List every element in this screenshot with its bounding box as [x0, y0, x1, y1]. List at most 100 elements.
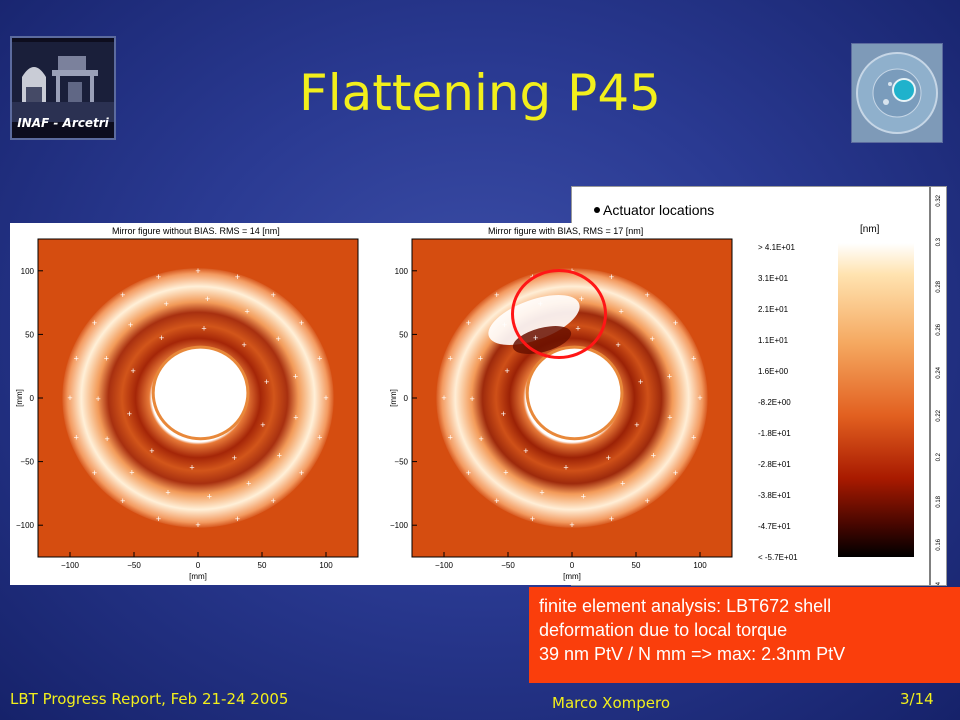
actuator-marker: +: [466, 318, 471, 328]
side-tick-label: 0.18: [936, 495, 942, 507]
central-hole-right: [525, 345, 624, 441]
actuator-marker: +: [105, 434, 110, 444]
caption-box: finite element analysis: LBT672 shell de…: [529, 587, 960, 683]
highlight-circle: [511, 269, 607, 359]
actuator-marker: +: [479, 434, 484, 444]
actuator-marker: +: [563, 463, 568, 473]
colorbar-tick-label: 1.6E+00: [758, 367, 789, 376]
colorbar-tick-label: -4.7E+01: [758, 522, 791, 531]
actuator-marker: +: [235, 272, 240, 282]
y-axis-label: [mm]: [389, 389, 398, 407]
caption-line-1: finite element analysis: LBT672 shell: [539, 596, 832, 616]
actuator-marker: +: [448, 432, 453, 442]
actuator-marker: +: [207, 492, 212, 502]
actuator-marker: +: [441, 393, 446, 403]
actuator-marker: +: [120, 496, 125, 506]
plots-svg: + + + + + + + + + + + + + + + + + + + + + + + + + + + + + + + + + + + + + + + +…: [15, 238, 733, 581]
actuator-marker: +: [609, 272, 614, 282]
actuator-marker: +: [104, 354, 109, 364]
x-tick-label: 100: [319, 561, 333, 570]
actuator-marker: +: [494, 290, 499, 300]
central-hole-left: [151, 345, 250, 441]
y-tick-label: 50: [399, 330, 408, 339]
actuator-marker: +: [156, 272, 161, 282]
actuator-marker: +: [271, 290, 276, 300]
actuator-marker: +: [235, 514, 240, 524]
actuator-marker: +: [156, 514, 161, 524]
actuator-marker: +: [650, 334, 655, 344]
actuator-marker: +: [606, 453, 611, 463]
actuator-marker: +: [195, 520, 200, 530]
actuator-marker: +: [293, 413, 298, 423]
actuator-marker: +: [131, 366, 136, 376]
x-tick-label: 0: [570, 561, 575, 570]
actuator-marker: +: [691, 432, 696, 442]
side-tick-label: 0.14: [936, 581, 942, 586]
colorbar-tick-label: 1.1E+01: [758, 336, 789, 345]
actuator-marker: +: [232, 453, 237, 463]
actuator-marker: +: [149, 446, 154, 456]
colorbar: [838, 243, 914, 557]
actuator-marker: +: [189, 463, 194, 473]
actuator-marker: +: [494, 496, 499, 506]
actuator-marker: +: [478, 354, 483, 364]
actuator-marker: +: [317, 432, 322, 442]
actuator-marker: +: [276, 334, 281, 344]
side-tick-label: 0.32: [936, 194, 942, 206]
side-tick-label: 0.2: [936, 452, 942, 461]
actuator-marker: +: [205, 294, 210, 304]
actuator-marker: +: [634, 420, 639, 430]
actuator-marker: +: [246, 478, 251, 488]
observatory-logo-icon: [12, 42, 114, 122]
actuator-marker: +: [569, 520, 574, 530]
colorbar-tick-label: 3.1E+01: [758, 274, 789, 283]
actuator-marker: +: [503, 467, 508, 477]
colorbar-tick-label: 2.1E+01: [758, 305, 789, 314]
actuator-marker: +: [317, 354, 322, 364]
x-axis-label: [mm]: [563, 572, 581, 581]
colorbar-tick-label: -3.8E+01: [758, 491, 791, 500]
actuator-marker: +: [67, 393, 72, 403]
colorbar-tick-label: > 4.1E+01: [758, 243, 795, 252]
plot-title-right: Mirror figure with BIAS, RMS = 17 [nm]: [488, 226, 644, 236]
footer-center: Marco Xompero: [552, 694, 670, 712]
caption-line-3: 39 nm PtV / N mm => max: 2.3nm PtV: [539, 644, 846, 664]
side-tick-label: 0.22: [936, 409, 942, 421]
inaf-arcetri-logo: INAF - Arcetri: [10, 36, 116, 140]
x-tick-label: 50: [632, 561, 641, 570]
actuator-marker: +: [127, 409, 132, 419]
y-tick-label: 0: [30, 394, 35, 403]
actuator-legend: Actuator locations: [594, 202, 714, 218]
mirror-plots: Mirror figure without BIAS. RMS = 14 [nm…: [10, 223, 754, 585]
actuator-marker: +: [673, 318, 678, 328]
colorbar-tick-label: < -5.7E+01: [758, 553, 798, 562]
actuator-marker: +: [609, 514, 614, 524]
actuator-marker: +: [244, 307, 249, 317]
actuator-marker: +: [530, 514, 535, 524]
y-tick-label: −100: [16, 521, 35, 530]
actuator-marker: +: [241, 340, 246, 350]
actuator-marker: +: [448, 354, 453, 364]
actuator-marker: +: [470, 394, 475, 404]
actuator-marker: +: [667, 413, 672, 423]
slide-title: Flattening P45: [299, 64, 661, 122]
actuator-marker: +: [164, 299, 169, 309]
y-tick-label: 100: [395, 267, 409, 276]
x-tick-label: −50: [501, 561, 515, 570]
actuator-marker: +: [505, 366, 510, 376]
footer-left: LBT Progress Report, Feb 21-24 2005: [10, 690, 289, 708]
x-tick-label: −100: [61, 561, 80, 570]
logo-text: INAF - Arcetri: [17, 116, 109, 130]
caption-line-2: deformation due to local torque: [539, 620, 788, 640]
actuator-marker: +: [299, 318, 304, 328]
actuator-marker: +: [539, 488, 544, 498]
actuator-marker: +: [323, 393, 328, 403]
actuator-marker: +: [195, 266, 200, 276]
actuator-marker: +: [299, 468, 304, 478]
actuator-marker: +: [466, 468, 471, 478]
actuator-marker: +: [638, 377, 643, 387]
actuator-marker: +: [667, 371, 672, 381]
inaf-seal-icon: [852, 44, 942, 142]
y-tick-label: 100: [21, 267, 35, 276]
colorbar-unit: [nm]: [860, 224, 880, 235]
